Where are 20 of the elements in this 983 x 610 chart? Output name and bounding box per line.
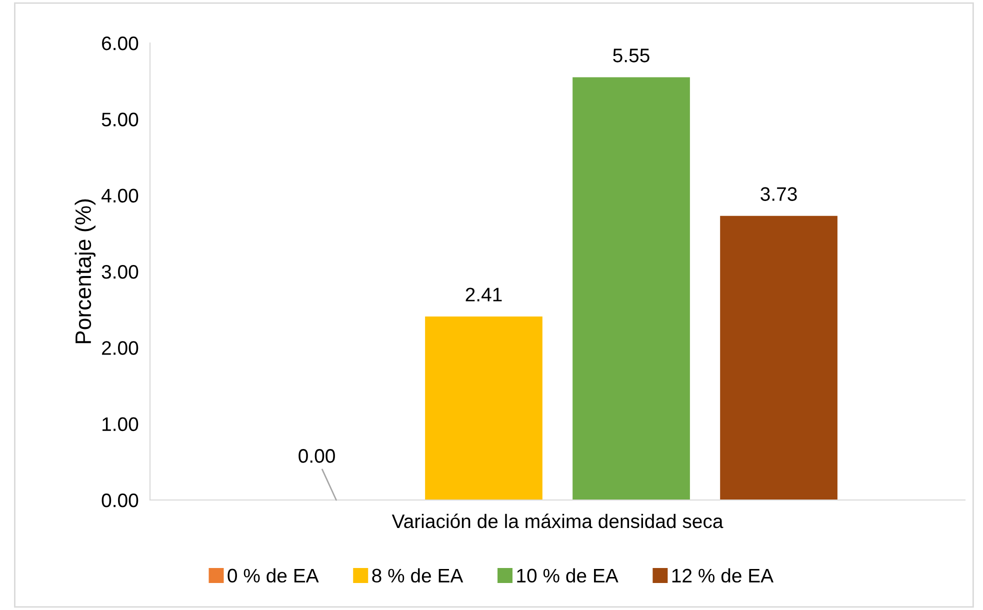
y-tick-label: 3.00 xyxy=(102,264,138,279)
data-label: 5.55 xyxy=(613,48,650,62)
data-label: 2.41 xyxy=(466,288,502,302)
legend-label: 10 % de EA xyxy=(517,568,618,583)
annotation: 0.00 xyxy=(298,449,335,463)
y-tick-label: 6.00 xyxy=(102,36,138,50)
y-tick-label: 5.00 xyxy=(102,112,138,126)
legend-label: 8 % de EA xyxy=(372,568,464,583)
y-tick-label: 0.00 xyxy=(102,493,138,508)
bar xyxy=(425,316,542,500)
y-tick-label: 1.00 xyxy=(102,417,138,432)
bar xyxy=(720,216,838,500)
bar xyxy=(572,77,690,500)
data-label: 3.73 xyxy=(760,187,797,201)
legend-label: 0 % de EA xyxy=(228,568,319,583)
y-tick-label: 4.00 xyxy=(101,188,138,203)
legend-label: 12 % de EA xyxy=(672,568,774,583)
y-tick-label: 2.00 xyxy=(102,341,138,355)
y-axis-title: Porcentaje (%) xyxy=(74,199,96,344)
x-tick-label: Variación de la máxima densidad seca xyxy=(392,514,724,528)
